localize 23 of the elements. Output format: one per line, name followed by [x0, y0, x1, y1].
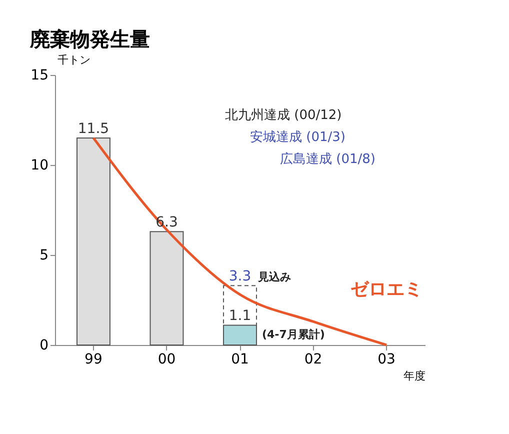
y-axis-title: 千トン — [58, 54, 90, 66]
annotation: 見込み — [257, 270, 291, 284]
x-axis-title: 年度 — [404, 370, 426, 382]
x-tick-label: 01 — [231, 352, 249, 368]
annotation: 北九州達成 (00/12) — [225, 108, 342, 123]
annotation: (4-7月累計) — [262, 328, 325, 342]
x-tick-label: 00 — [158, 352, 176, 368]
data-label: 3.3 — [228, 268, 252, 285]
chart-title: 廃棄物発生量 — [29, 27, 150, 51]
data-label: 11.5 — [78, 121, 110, 137]
annotation: ゼロエミ — [350, 279, 423, 300]
y-tick-label: 10 — [30, 158, 48, 174]
data-label: 1.1 — [228, 308, 252, 324]
annotation: 広島達成 (01/8) — [280, 151, 376, 167]
x-tick-label: 03 — [378, 352, 396, 368]
y-tick-label: 0 — [40, 338, 48, 354]
y-tick-label: 5 — [40, 248, 48, 264]
x-tick-label: 02 — [304, 352, 322, 368]
annotation: 安城達成 (01/3) — [250, 129, 346, 145]
bar — [76, 138, 110, 346]
bar — [150, 231, 184, 346]
y-tick-label: 15 — [30, 68, 48, 84]
x-tick-label: 99 — [84, 352, 102, 368]
